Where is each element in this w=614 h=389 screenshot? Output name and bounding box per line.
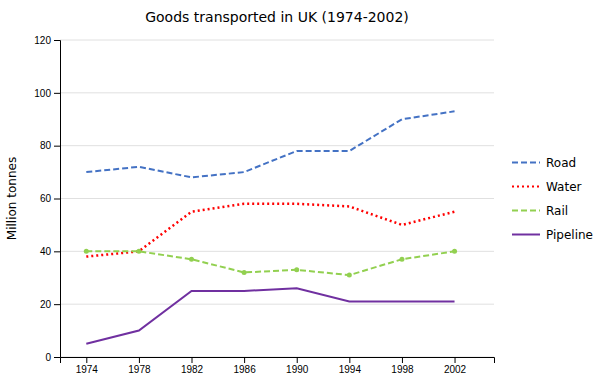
legend-item: Water [512,180,582,194]
legend: Road Water Rail Pipeline [512,156,593,242]
y-tick-label: 40 [40,246,52,257]
legend-item: Road [512,156,576,170]
x-tick: 1986 [233,357,256,375]
y-tick: 100 [34,88,60,99]
legend-swatch [512,162,540,164]
marks [84,111,457,343]
y-tick: 60 [40,193,60,204]
point-marker [242,270,247,275]
x-tick: 1982 [181,357,204,375]
point-marker [452,249,457,254]
x-tick-label: 1990 [286,364,309,375]
point-marker [189,257,194,262]
y-tick-label: 0 [45,352,51,363]
y-tick: 80 [40,140,60,151]
x-tick-mark [297,357,298,363]
grid-line [60,304,494,305]
x-tick-label: 1978 [128,364,151,375]
x-tick-mark [244,357,245,363]
series-line [86,251,454,275]
point-marker [399,257,404,262]
y-tick-mark [54,199,60,200]
y-axis-line [54,41,61,358]
legend-label: Pipeline [546,228,593,242]
y-tick-label: 120 [34,35,51,46]
x-tick-label: 1998 [391,364,414,375]
x-tick-mark [455,357,456,363]
y-axis-title: Million tonnes [5,157,19,240]
y-tick-label: 20 [40,299,52,310]
x-tick: 1994 [339,357,362,375]
y-tick-mark [54,93,60,94]
y-tick-mark [54,304,60,305]
y-tick-mark [54,146,60,147]
x-tick-label: 1994 [339,364,362,375]
grid-line [60,92,494,93]
grid-line [60,145,494,146]
y-tick-label: 60 [40,193,52,204]
grid-line [60,40,494,41]
plot: 1974 1978 1982 1986 1990 1994 1998 2002 0 20 40 60 8… [34,35,494,375]
x-tick: 1974 [76,357,99,375]
point-marker [84,249,89,254]
y-tick-label: 100 [34,88,51,99]
x-tick: 1998 [391,357,414,375]
y-tick-mark [54,357,60,358]
grid-line [60,198,494,199]
y-tick-mark [54,251,60,252]
legend-swatch [512,210,540,212]
legend-swatch [512,234,540,236]
y-axis: 0 20 40 60 80 100 120 [34,35,60,363]
x-axis: 1974 1978 1982 1986 1990 1994 1998 2002 [61,357,495,375]
x-tick-label: 2002 [444,364,467,375]
x-tick-mark [349,357,350,363]
y-tick-mark [54,40,60,41]
legend-item: Rail [512,204,568,218]
point-marker [294,267,299,272]
legend-label: Rail [546,204,568,218]
x-tick-mark [86,357,87,363]
y-tick: 40 [40,246,60,257]
y-tick-label: 80 [40,140,52,151]
title: Goods transported in UK (1974-2002) [145,9,409,25]
legend-label: Water [546,180,582,194]
x-tick-mark [402,357,403,363]
grid [60,40,494,357]
y-tick: 0 [45,352,60,363]
x-tick: 1978 [128,357,151,375]
series-line [86,288,454,343]
x-tick: 2002 [444,357,467,375]
y-tick: 120 [34,35,60,46]
y-tick: 20 [40,299,60,310]
x-tick-mark [192,357,193,363]
chart: 1974 1978 1982 1986 1990 1994 1998 2002 0 20 40 60 8… [0,0,614,389]
point-marker [347,273,352,278]
x-tick-label: 1982 [181,364,204,375]
x-axis-line [61,358,495,364]
x-tick-label: 1986 [233,364,256,375]
legend-swatch [512,186,540,188]
series-line [86,111,454,177]
x-tick: 1990 [286,357,309,375]
x-tick-label: 1974 [76,364,99,375]
series-line [86,204,454,257]
x-tick-mark [139,357,140,363]
legend-item: Pipeline [512,228,593,242]
point-marker [136,249,141,254]
legend-label: Road [546,156,576,170]
